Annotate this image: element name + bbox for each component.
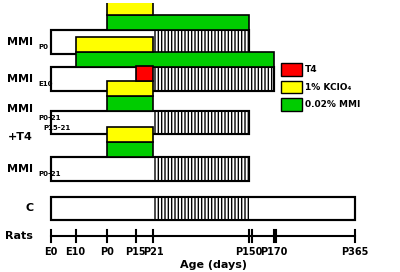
Text: EM: EM <box>0 271 1 272</box>
Text: P365: P365 <box>341 248 368 258</box>
Bar <box>51 30 249 54</box>
Text: Rats: Rats <box>5 231 33 241</box>
Bar <box>108 128 153 143</box>
Text: MMI: MMI <box>7 37 33 47</box>
Bar <box>108 143 153 157</box>
Text: T4: T4 <box>305 65 318 74</box>
Bar <box>51 30 249 54</box>
Text: E10: E10 <box>38 81 53 87</box>
Text: E0: E0 <box>44 248 58 258</box>
Bar <box>51 197 355 220</box>
Text: P0-21: P0-21 <box>38 171 61 177</box>
Text: MMI: MMI <box>7 164 33 174</box>
Text: 0.02% MMI: 0.02% MMI <box>305 100 361 109</box>
Text: P0: P0 <box>100 248 114 258</box>
Text: Age (days): Age (days) <box>180 260 247 270</box>
Bar <box>51 67 274 91</box>
Text: +T4: +T4 <box>8 132 33 142</box>
Bar <box>108 16 249 30</box>
Bar <box>280 63 302 76</box>
Bar <box>153 67 274 91</box>
Bar <box>51 111 249 134</box>
Bar <box>51 111 249 134</box>
Text: 1% KClO₄: 1% KClO₄ <box>305 82 352 92</box>
Bar <box>280 81 302 93</box>
Bar <box>51 157 249 181</box>
Bar <box>51 157 249 181</box>
Text: P21: P21 <box>143 248 164 258</box>
Bar <box>280 98 302 111</box>
Bar <box>153 197 249 220</box>
Text: E10: E10 <box>66 248 86 258</box>
Text: P170: P170 <box>260 248 287 258</box>
Text: MMI: MMI <box>7 74 33 84</box>
Text: MMI: MMI <box>7 104 33 114</box>
Text: P150: P150 <box>235 248 262 258</box>
Bar <box>76 38 153 52</box>
Text: P0: P0 <box>38 44 48 50</box>
Text: C: C <box>25 203 33 213</box>
Bar <box>153 30 249 54</box>
Text: P15: P15 <box>125 248 146 258</box>
Bar <box>108 1 153 16</box>
Bar <box>51 197 355 220</box>
Bar <box>51 67 274 91</box>
Text: P0-21: P0-21 <box>38 115 61 121</box>
Bar <box>136 66 153 81</box>
Bar <box>153 157 249 181</box>
Bar <box>76 52 274 67</box>
Text: P15-21: P15-21 <box>44 125 71 131</box>
Bar <box>108 96 153 111</box>
Bar <box>153 111 249 134</box>
Bar <box>108 81 153 96</box>
